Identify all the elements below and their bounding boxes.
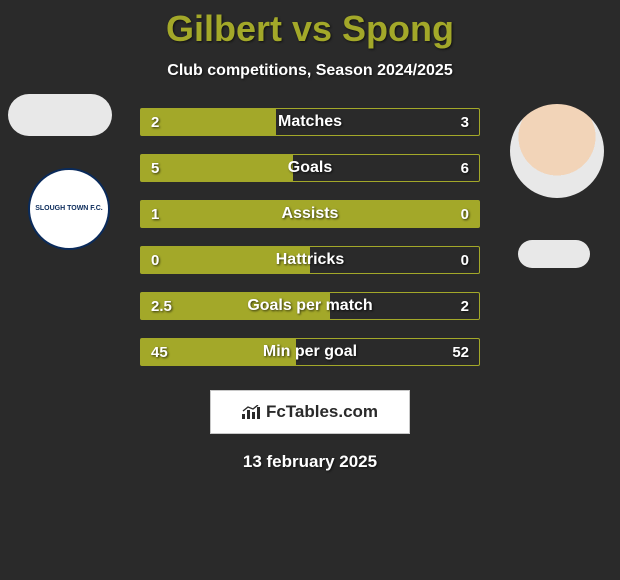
stat-bar-right	[310, 247, 479, 273]
player-left-club-crest: SLOUGH TOWN F.C.	[28, 168, 110, 250]
stat-bar-right	[330, 293, 479, 319]
stat-bar-right	[276, 109, 479, 135]
stat-value-left: 2.5	[151, 293, 172, 319]
page-title: Gilbert vs Spong	[0, 0, 620, 50]
branding-text: FcTables.com	[266, 402, 378, 422]
stat-bar-left	[141, 109, 276, 135]
stat-bar-left	[141, 155, 293, 181]
player-right-avatar	[510, 104, 604, 198]
stat-row-assists: 1 Assists 0	[140, 200, 480, 228]
stat-row-goals-per-match: 2.5 Goals per match 2	[140, 292, 480, 320]
chart-icon	[242, 405, 260, 419]
comparison-chart: SLOUGH TOWN F.C. 2 Matches 3 5 Goals 6 1…	[0, 108, 620, 366]
stat-value-left: 0	[151, 247, 159, 273]
stat-bars: 2 Matches 3 5 Goals 6 1 Assists 0 0 Hatt…	[140, 108, 480, 366]
stat-value-left: 1	[151, 201, 159, 227]
stat-bar-left	[141, 247, 310, 273]
stat-value-left: 45	[151, 339, 168, 365]
stat-value-right: 3	[461, 109, 469, 135]
player-right-club-placeholder	[518, 240, 590, 268]
stat-value-left: 5	[151, 155, 159, 181]
stat-value-right: 0	[461, 201, 469, 227]
snapshot-date: 13 february 2025	[0, 452, 620, 472]
stat-value-right: 52	[452, 339, 469, 365]
player-left-avatar-placeholder	[8, 94, 112, 136]
crest-text: SLOUGH TOWN F.C.	[35, 205, 103, 213]
stat-value-right: 6	[461, 155, 469, 181]
stat-row-matches: 2 Matches 3	[140, 108, 480, 136]
branding-box: FcTables.com	[210, 390, 410, 434]
stat-row-goals: 5 Goals 6	[140, 154, 480, 182]
stat-value-right: 0	[461, 247, 469, 273]
stat-value-left: 2	[151, 109, 159, 135]
stat-row-min-per-goal: 45 Min per goal 52	[140, 338, 480, 366]
stat-row-hattricks: 0 Hattricks 0	[140, 246, 480, 274]
stat-value-right: 2	[461, 293, 469, 319]
page-subtitle: Club competitions, Season 2024/2025	[0, 62, 620, 80]
stat-bar-right	[293, 155, 479, 181]
stat-bar-left	[141, 201, 479, 227]
